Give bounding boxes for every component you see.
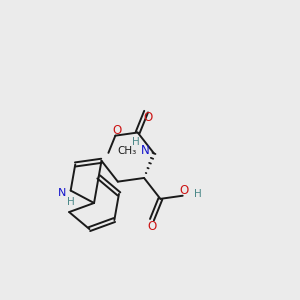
Text: O: O xyxy=(147,220,157,233)
Text: H: H xyxy=(67,197,74,207)
Text: H: H xyxy=(132,137,140,147)
Text: O: O xyxy=(143,111,152,124)
Text: CH₃: CH₃ xyxy=(118,146,137,156)
Text: N: N xyxy=(58,188,66,198)
Text: O: O xyxy=(179,184,189,197)
Text: H: H xyxy=(194,189,201,199)
Text: O: O xyxy=(112,124,122,137)
Text: N: N xyxy=(141,144,149,157)
